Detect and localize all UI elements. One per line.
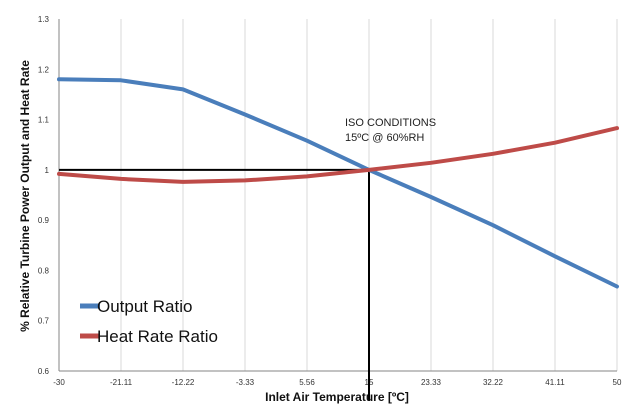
x-tick-label-2: -12.22 <box>172 378 195 387</box>
series-line-heat-rate-ratio <box>57 126 619 184</box>
y-tick-label-6: 1.2 <box>38 65 50 74</box>
y-axis-title: % Relative Turbine Power Output and Heat… <box>18 60 32 332</box>
annotation-line-2: 15ºC @ 60%RH <box>345 132 424 144</box>
x-tick-label-3: -3.33 <box>236 378 255 387</box>
y-tick-label-0: 0.6 <box>38 367 50 376</box>
legend-label-output-ratio: Output Ratio <box>97 297 192 316</box>
y-tick-label-1: 0.7 <box>38 317 50 326</box>
legend: Output Ratio Heat Rate Ratio <box>80 297 218 346</box>
reference-lines <box>59 168 370 401</box>
series-lines <box>57 77 619 289</box>
y-tick-label-5: 1.1 <box>38 116 50 125</box>
annotation-line-1: ISO CONDITIONS <box>345 117 436 129</box>
x-tick-label-8: 41.11 <box>545 378 565 387</box>
y-tick-label-2: 0.8 <box>38 266 50 275</box>
y-tick-label-3: 0.9 <box>38 216 50 225</box>
x-tick-label-1: -21.11 <box>110 378 133 387</box>
x-tick-label-0: -30 <box>53 378 65 387</box>
x-tick-label-7: 32.22 <box>483 378 504 387</box>
x-tick-label-4: 5.56 <box>299 378 315 387</box>
y-tick-label-7: 1.3 <box>38 15 50 24</box>
x-tick-label-6: 23.33 <box>421 378 442 387</box>
x-tick-labels: -30-21.11-12.22-3.335.561523.3332.2241.1… <box>53 378 622 387</box>
y-tick-label-4: 1 <box>45 166 50 175</box>
y-tick-labels: 0.6 0.7 0.8 0.9 1 1.1 1.2 1.3 <box>38 15 50 376</box>
x-axis-title: Inlet Air Temperature [ºC] <box>265 390 409 404</box>
series-line-output-ratio <box>57 77 619 289</box>
legend-label-heat-rate-ratio: Heat Rate Ratio <box>97 327 218 346</box>
x-tick-label-9: 50 <box>613 378 622 387</box>
